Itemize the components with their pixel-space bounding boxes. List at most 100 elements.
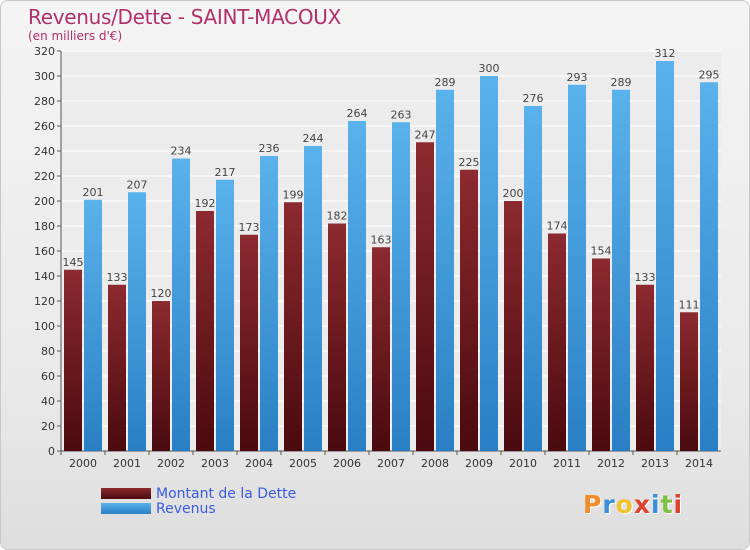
x-tick-label: 2010: [509, 457, 537, 470]
x-tick-label: 2013: [641, 457, 669, 470]
bar-debt: [108, 284, 126, 451]
data-label-revenus: 217: [215, 166, 236, 179]
bar-revenus: [84, 199, 102, 451]
y-tick-label: 240: [34, 145, 55, 158]
x-tick-label: 2012: [597, 457, 625, 470]
x-tick-label: 2000: [69, 457, 97, 470]
data-label-debt: 182: [327, 210, 348, 223]
data-label-revenus: 300: [479, 62, 500, 75]
legend-swatch-revenus: [101, 503, 151, 514]
bar-debt: [548, 233, 566, 451]
bar-revenus: [216, 179, 234, 451]
x-tick-label: 2006: [333, 457, 361, 470]
bar-revenus: [612, 89, 630, 451]
data-label-revenus: 289: [435, 76, 456, 89]
x-tick-label: 2007: [377, 457, 405, 470]
bar-debt: [592, 258, 610, 451]
bar-debt: [504, 201, 522, 451]
logo-letter: x: [633, 490, 651, 519]
data-label-revenus: 289: [611, 76, 632, 89]
legend-item-revenus: Revenus: [101, 500, 296, 517]
bar-debt: [196, 211, 214, 451]
data-label-debt: 247: [415, 128, 436, 141]
data-label-revenus: 244: [303, 132, 324, 145]
bar-debt: [680, 312, 698, 451]
bar-revenus: [524, 106, 542, 451]
y-tick-label: 100: [34, 320, 55, 333]
x-tick-label: 2002: [157, 457, 185, 470]
bar-debt: [416, 142, 434, 451]
logo-letter: t: [660, 490, 674, 519]
x-tick-label: 2001: [113, 457, 141, 470]
chart-title: Revenus/Dette - SAINT-MACOUX: [28, 5, 342, 29]
y-tick-label: 200: [34, 195, 55, 208]
x-tick-label: 2008: [421, 457, 449, 470]
data-label-revenus: 207: [127, 178, 148, 191]
x-tick-label: 2005: [289, 457, 317, 470]
bar-revenus: [172, 158, 190, 451]
data-label-debt: 154: [591, 245, 612, 258]
data-label-debt: 199: [283, 188, 304, 201]
data-label-debt: 174: [547, 220, 568, 233]
y-tick-label: 220: [34, 170, 55, 183]
logo-letter: i: [673, 490, 684, 519]
y-tick-label: 280: [34, 95, 55, 108]
y-tick-label: 60: [41, 370, 55, 383]
legend-item-debt: Montant de la Dette: [101, 485, 297, 502]
data-label-debt: 200: [503, 187, 524, 200]
bar-revenus: [348, 121, 366, 451]
data-label-debt: 163: [371, 233, 392, 246]
x-tick-label: 2004: [245, 457, 273, 470]
logo-letter: i: [651, 490, 661, 519]
x-tick-label: 2014: [685, 457, 713, 470]
data-label-revenus: 312: [655, 47, 676, 60]
data-label-revenus: 234: [171, 145, 192, 158]
data-label-debt: 133: [107, 271, 128, 284]
bar-debt: [636, 284, 654, 451]
data-label-revenus: 276: [523, 92, 544, 105]
logo-letter: P: [583, 490, 603, 519]
bar-revenus: [128, 192, 146, 451]
data-label-debt: 173: [239, 221, 260, 234]
proxiti-logo: Proxiti: [583, 490, 683, 519]
bar-revenus: [392, 122, 410, 451]
y-tick-label: 300: [34, 70, 55, 83]
bar-debt: [460, 169, 478, 451]
y-tick-label: 80: [41, 345, 55, 358]
data-label-revenus: 201: [83, 186, 104, 199]
x-tick-label: 2011: [553, 457, 581, 470]
data-label-revenus: 263: [391, 108, 412, 121]
y-tick-label: 320: [34, 45, 55, 58]
y-tick-label: 20: [41, 420, 55, 433]
data-label-debt: 133: [635, 271, 656, 284]
data-label-revenus: 295: [699, 68, 720, 81]
x-tick-label: 2009: [465, 457, 493, 470]
data-label-debt: 111: [679, 298, 700, 311]
bar-revenus: [436, 89, 454, 451]
data-label-revenus: 293: [567, 71, 588, 84]
bar-debt: [240, 234, 258, 451]
data-label-debt: 120: [151, 287, 172, 300]
chart-legend: Montant de la Dette Revenus: [101, 485, 297, 517]
x-tick-label: 2003: [201, 457, 229, 470]
legend-label-debt: Montant de la Dette: [156, 485, 297, 502]
legend-swatch-debt: [101, 488, 151, 499]
bar-revenus: [656, 61, 674, 451]
legend-label-revenus: Revenus: [156, 500, 216, 517]
bar-debt: [328, 223, 346, 451]
bar-debt: [284, 202, 302, 451]
y-tick-label: 120: [34, 295, 55, 308]
logo-letter: r: [602, 490, 616, 519]
bar-revenus: [568, 84, 586, 451]
bar-revenus: [700, 82, 718, 451]
data-label-debt: 225: [459, 156, 480, 169]
bar-revenus: [480, 76, 498, 451]
chart-subtitle: (en milliers d'€): [28, 29, 123, 43]
logo-letter: o: [615, 490, 634, 519]
data-label-revenus: 264: [347, 107, 368, 120]
y-tick-label: 160: [34, 245, 55, 258]
data-label-debt: 145: [63, 256, 84, 269]
bar-debt: [372, 247, 390, 451]
data-label-revenus: 236: [259, 142, 280, 155]
